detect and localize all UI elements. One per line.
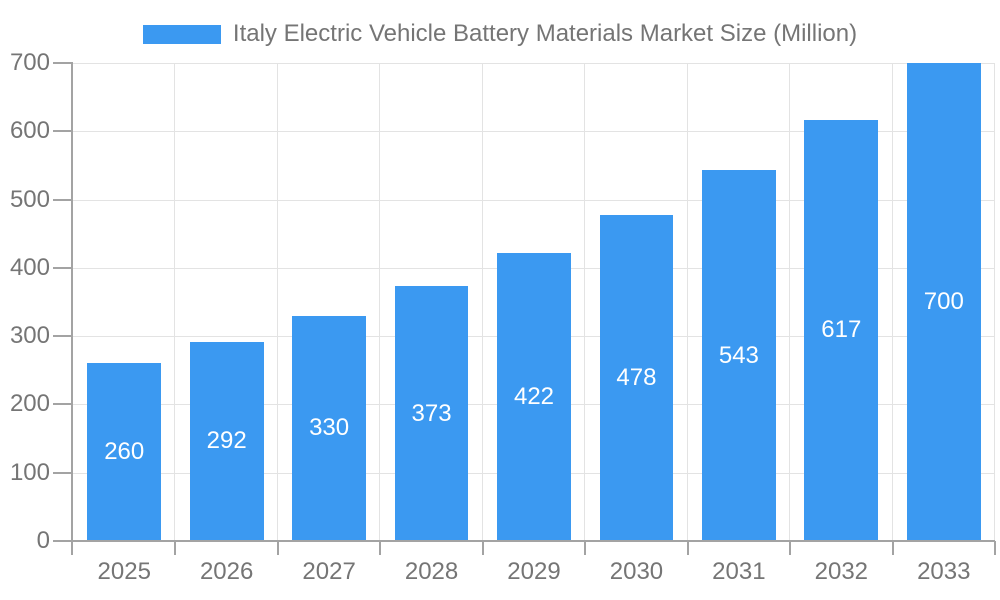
x-gridline [687,63,688,541]
x-tick-mark [71,541,73,555]
y-tick-label: 400 [9,253,50,281]
y-tick-label: 0 [36,527,50,554]
bar-2032[interactable] [804,119,879,541]
y-gridline [73,131,995,133]
y-tick-label: 200 [9,390,50,418]
y-tick-label: 300 [9,322,50,350]
x-tick-mark [789,541,791,555]
x-tick-label: 2026 [199,558,254,585]
x-tick-label: 2029 [507,558,561,585]
x-axis-line [53,540,995,542]
y-tick-label: 700 [9,49,50,76]
x-tick-mark [174,541,176,555]
y-gridline [73,199,995,201]
x-gridline [277,63,278,541]
x-tick-mark [277,541,279,555]
bar-2026[interactable] [189,341,264,541]
y-tick-mark [53,130,73,133]
y-gridline [73,63,995,64]
legend-swatch-icon [142,24,221,44]
bar-2025[interactable] [87,363,162,541]
legend-label: Italy Electric Vehicle Battery Materials… [232,20,858,47]
x-tick-label: 2031 [712,558,766,585]
bar-value-label: 700 [923,288,964,315]
bar-value-label: 373 [411,399,452,427]
x-tick-mark [687,541,689,555]
y-tick-mark [53,403,73,406]
x-tick-label: 2025 [97,558,151,585]
x-tick-label: 2028 [404,558,459,585]
y-tick-mark [53,335,73,338]
x-gridline [789,63,790,541]
bar-2029[interactable] [497,252,571,541]
x-tick-label: 2030 [609,558,664,585]
bar-2028[interactable] [394,286,469,541]
bar-2027[interactable] [292,315,366,541]
bar-2030[interactable] [599,214,674,541]
x-gridline [482,63,483,541]
x-tick-mark [379,541,381,555]
x-gridline [379,63,380,541]
x-tick-label: 2032 [814,558,869,585]
y-tick-mark [53,471,73,474]
bar-2031[interactable] [702,170,776,541]
x-gridline [994,63,995,541]
bar-value-label: 260 [104,438,145,466]
x-tick-mark [584,541,586,555]
bar-2033[interactable] [906,63,981,541]
x-gridline [584,63,585,541]
bar-value-label: 330 [309,414,350,442]
bar-value-label: 292 [206,427,247,455]
y-tick-label: 100 [9,458,50,486]
plot-area: 260 292 330 373 422 478 543 617 700 [73,63,995,541]
x-tick-mark [994,541,996,555]
x-tick-mark [892,541,894,555]
bar-value-label: 617 [821,316,862,344]
x-tick-label: 2027 [302,558,356,585]
bar-value-label: 543 [718,341,759,369]
y-tick-label: 500 [9,185,50,213]
y-tick-label: 600 [9,117,50,145]
x-gridline [174,63,175,541]
bar-value-label: 478 [616,363,657,391]
bar-value-label: 422 [513,382,555,410]
x-tick-mark [482,541,484,555]
chart-legend[interactable]: Italy Electric Vehicle Battery Materials… [0,20,1000,48]
y-tick-mark [53,62,73,64]
y-axis-line [71,63,73,555]
x-tick-label: 2033 [917,558,971,585]
y-tick-mark [53,198,73,201]
x-gridline [892,63,893,541]
y-tick-mark [53,266,73,269]
